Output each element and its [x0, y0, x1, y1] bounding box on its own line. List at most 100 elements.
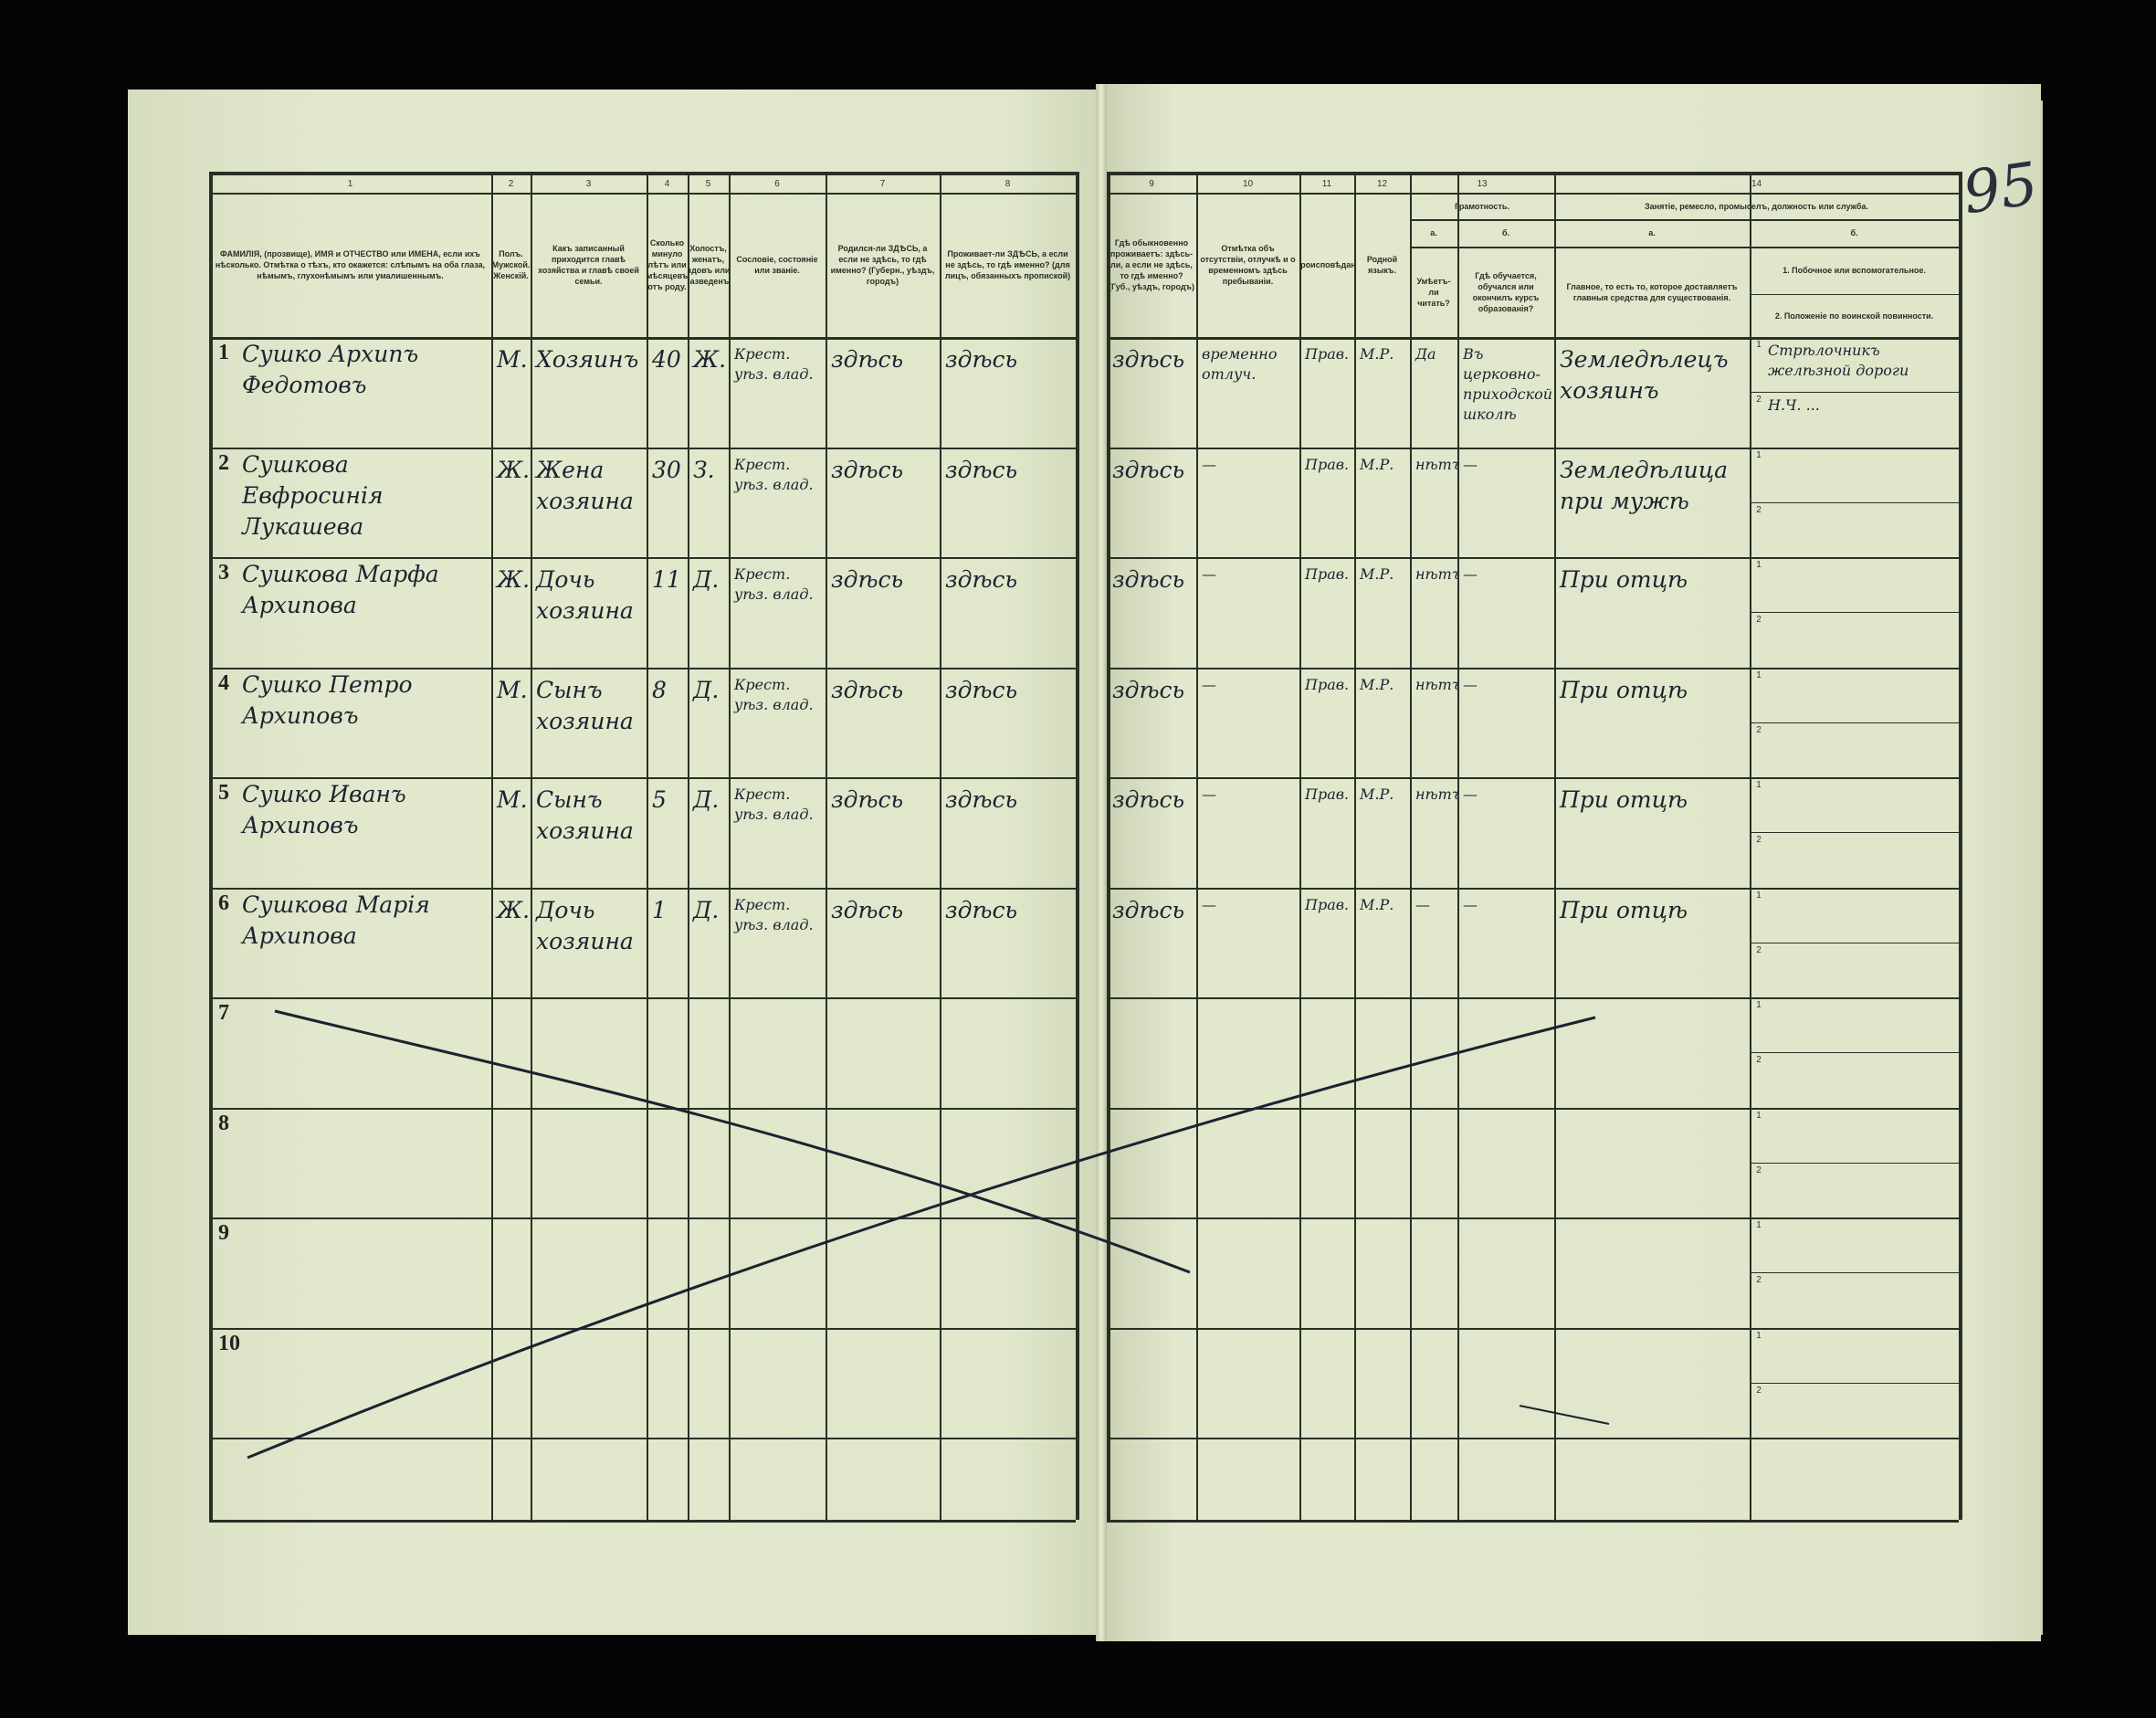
- entry-sex[interactable]: Ж.: [497, 457, 531, 483]
- entry-absence[interactable]: —: [1202, 456, 1216, 473]
- entry-age[interactable]: 1: [652, 897, 667, 923]
- entry-main[interactable]: При отцѣ: [1560, 897, 1688, 923]
- entry-absence[interactable]: —: [1202, 676, 1216, 693]
- entry-lives[interactable]: здѣсь: [945, 457, 1018, 483]
- entry-sex[interactable]: Ж.: [497, 566, 531, 593]
- entry-name[interactable]: Сушко Архипъ Федотовъ: [242, 341, 419, 398]
- entry-age[interactable]: 5: [652, 786, 667, 813]
- entry-name[interactable]: Сушкова Марія Архипова: [242, 891, 430, 949]
- entry-absence[interactable]: —: [1202, 565, 1216, 583]
- column-header: Отмѣтка объ отсутствіи, отлучкѣ и о врем…: [1200, 244, 1296, 286]
- entry-born[interactable]: здѣсь: [831, 897, 904, 923]
- entry-lives[interactable]: здѣсь: [945, 346, 1018, 373]
- entry-education[interactable]: —: [1463, 565, 1478, 583]
- entry-main[interactable]: При отцѣ: [1560, 566, 1688, 593]
- entry-main[interactable]: Земледѣлица при мужѣ: [1560, 457, 1729, 514]
- entry-marital[interactable]: Д.: [693, 897, 720, 923]
- entry-estate[interactable]: Крест. уѣз. влад.: [734, 345, 814, 383]
- entry-reads[interactable]: нѣтъ: [1415, 456, 1457, 473]
- entry-education[interactable]: —: [1463, 456, 1478, 473]
- entry-name[interactable]: Сушкова Евфросинія Лукашева: [242, 451, 384, 540]
- column-rule: [1554, 172, 1556, 1520]
- entry-usual[interactable]: здѣсь: [1112, 897, 1185, 923]
- entry-education[interactable]: —: [1463, 676, 1478, 693]
- entry-religion[interactable]: Прав.: [1305, 345, 1350, 363]
- entry-lives[interactable]: здѣсь: [945, 786, 1018, 813]
- entry-religion[interactable]: Прав.: [1305, 676, 1350, 693]
- entry-born[interactable]: здѣсь: [831, 786, 904, 813]
- entry-main[interactable]: При отцѣ: [1560, 786, 1688, 813]
- entry-relation[interactable]: Сынъ хозяина: [536, 786, 634, 844]
- entry-reads[interactable]: нѣтъ: [1415, 565, 1457, 583]
- entry-estate[interactable]: Крест. уѣз. влад.: [734, 565, 814, 603]
- column-number: 11: [1321, 179, 1332, 189]
- entry-name[interactable]: Сушкова Марфа Архипова: [242, 561, 439, 618]
- entry-usual[interactable]: здѣсь: [1112, 346, 1185, 373]
- entry-usual[interactable]: здѣсь: [1112, 786, 1185, 813]
- entry-relation[interactable]: Дочь хозяина: [536, 566, 634, 624]
- entry-sex[interactable]: М.: [497, 786, 528, 813]
- entry-age[interactable]: 30: [652, 457, 681, 483]
- entry-age[interactable]: 40: [652, 346, 681, 373]
- entry-usual[interactable]: здѣсь: [1112, 677, 1185, 703]
- entry-reads[interactable]: —: [1415, 896, 1430, 913]
- subheader-rule: [1410, 247, 1959, 248]
- entry-military-status[interactable]: Н.Ч. ...: [1768, 396, 1820, 415]
- literacy-group-header: Грамотность.: [1455, 201, 1509, 211]
- entry-name[interactable]: Сушко Иванъ Архиповъ: [242, 781, 406, 838]
- entry-sex[interactable]: М.: [497, 677, 528, 703]
- entry-reads[interactable]: Да: [1415, 345, 1436, 363]
- entry-estate[interactable]: Крест. уѣз. влад.: [734, 785, 814, 823]
- entry-age[interactable]: 11: [652, 566, 681, 593]
- entry-marital[interactable]: Д.: [693, 786, 720, 813]
- entry-education[interactable]: —: [1463, 785, 1478, 803]
- entry-born[interactable]: здѣсь: [831, 677, 904, 703]
- entry-lives[interactable]: здѣсь: [945, 677, 1018, 703]
- entry-age[interactable]: 8: [652, 677, 667, 703]
- entry-reads[interactable]: нѣтъ: [1415, 676, 1457, 693]
- entry-language[interactable]: М.Р.: [1360, 456, 1394, 473]
- entry-religion[interactable]: Прав.: [1305, 896, 1350, 913]
- entry-lives[interactable]: здѣсь: [945, 566, 1018, 593]
- entry-absence[interactable]: временно отлуч.: [1202, 345, 1278, 383]
- entry-language[interactable]: М.Р.: [1360, 676, 1394, 693]
- entry-language[interactable]: М.Р.: [1360, 345, 1394, 363]
- entry-sex[interactable]: М.: [497, 346, 528, 373]
- entry-lives[interactable]: здѣсь: [945, 897, 1018, 923]
- entry-religion[interactable]: Прав.: [1305, 785, 1350, 803]
- entry-sex[interactable]: Ж.: [497, 897, 531, 923]
- entry-reads[interactable]: нѣтъ: [1415, 785, 1457, 803]
- entry-born[interactable]: здѣсь: [831, 566, 904, 593]
- entry-relation[interactable]: Сынъ хозяина: [536, 677, 634, 734]
- entry-estate[interactable]: Крест. уѣз. влад.: [734, 456, 814, 493]
- entry-estate[interactable]: Крест. уѣз. влад.: [734, 896, 814, 933]
- entry-religion[interactable]: Прав.: [1305, 456, 1350, 473]
- entry-language[interactable]: М.Р.: [1360, 785, 1394, 803]
- entry-absence[interactable]: —: [1202, 896, 1216, 913]
- entry-usual[interactable]: здѣсь: [1112, 457, 1185, 483]
- row-number: 3: [218, 561, 229, 585]
- entry-secondary-occupation[interactable]: Стрѣлочникъ желѣзной дороги: [1768, 342, 1909, 379]
- entry-name[interactable]: Сушко Петро Архиповъ: [242, 671, 413, 729]
- entry-main[interactable]: При отцѣ: [1560, 677, 1688, 703]
- entry-relation[interactable]: Дочь хозяина: [536, 897, 634, 954]
- entry-education[interactable]: Въ церковно-приходской школѣ: [1463, 345, 1553, 423]
- entry-born[interactable]: здѣсь: [831, 457, 904, 483]
- entry-marital[interactable]: З.: [693, 457, 715, 483]
- entry-relation[interactable]: Жена хозяина: [536, 457, 634, 514]
- entry-language[interactable]: М.Р.: [1360, 896, 1394, 913]
- entry-marital[interactable]: Д.: [693, 677, 720, 703]
- entry-main[interactable]: Земледѣлецъ хозяинъ: [1560, 346, 1729, 404]
- entry-language[interactable]: М.Р.: [1360, 565, 1394, 583]
- entry-education[interactable]: —: [1463, 896, 1478, 913]
- entry-estate[interactable]: Крест. уѣз. влад.: [734, 676, 814, 713]
- entry-religion[interactable]: Прав.: [1305, 565, 1350, 583]
- entry-marital[interactable]: Ж.: [693, 346, 727, 373]
- entry-marital[interactable]: Д.: [693, 566, 720, 593]
- entry-born[interactable]: здѣсь: [831, 346, 904, 373]
- entry-absence[interactable]: —: [1202, 785, 1216, 803]
- row-rule: [1107, 557, 1959, 559]
- row-rule: [209, 777, 1076, 779]
- entry-relation[interactable]: Хозяинъ: [536, 346, 639, 373]
- entry-usual[interactable]: здѣсь: [1112, 566, 1185, 593]
